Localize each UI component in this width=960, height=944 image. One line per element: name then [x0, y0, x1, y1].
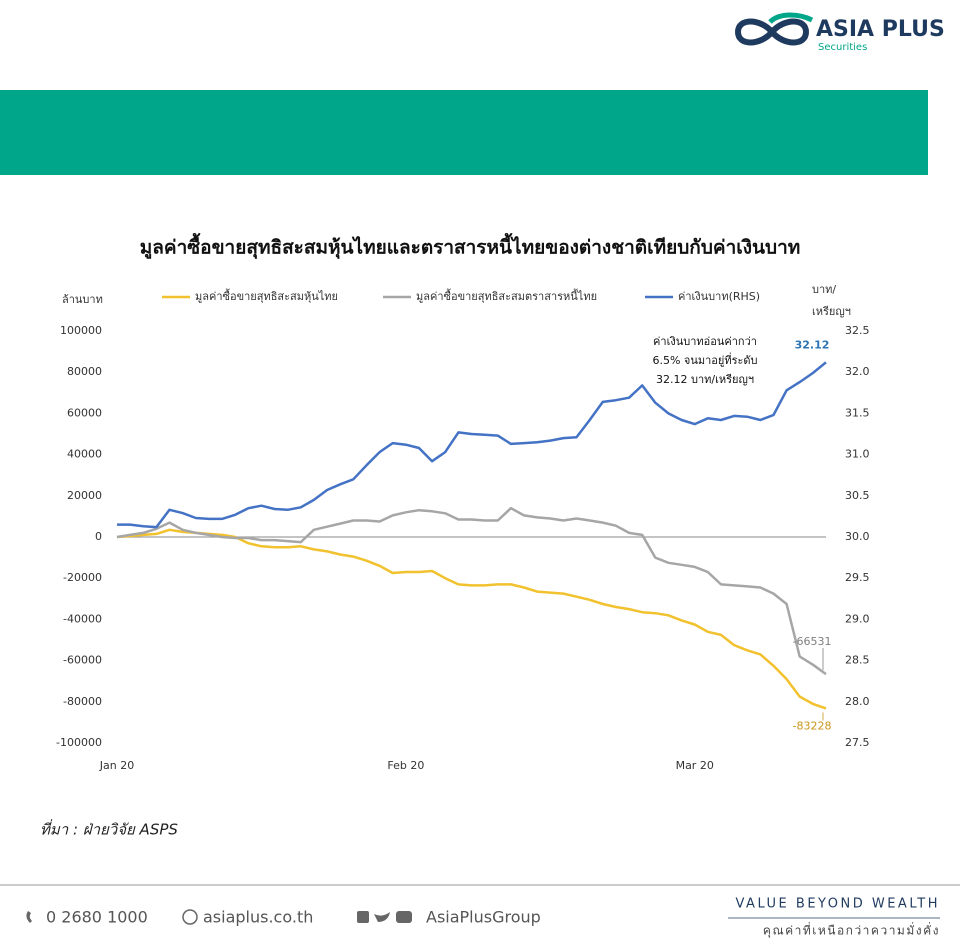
y-tick-label: -60000: [63, 654, 102, 667]
series-line: [116, 506, 827, 676]
y-tick-label: -40000: [63, 612, 102, 625]
y2-tick-label: 32.5: [845, 324, 870, 337]
y-axis-title: ล้านบาท: [62, 293, 103, 306]
annotation: ค่าเงินบาทอ่อนค่ากว่า: [653, 335, 757, 348]
chart-title: มูลค่าซื้อขายสุทธิสะสมหุ้นไทยและตราสารหน…: [140, 233, 801, 260]
logo-icon: [734, 18, 810, 46]
annotation: 32.12 บาท/เหรียญฯ: [656, 373, 754, 386]
y-tick-label: 40000: [67, 448, 102, 461]
logo-swoosh: [768, 12, 814, 24]
y2-tick-label: 29.5: [845, 571, 870, 584]
y2-tick-label: 29.0: [845, 612, 870, 625]
footer-phone: 0 2680 1000: [46, 908, 148, 927]
y2-tick-label: 30.0: [845, 530, 870, 543]
footer-website: asiaplus.co.th: [203, 908, 313, 927]
data-label: -83228: [793, 719, 832, 732]
globe-icon: [182, 909, 198, 925]
y2-tick-label: 30.5: [845, 489, 870, 502]
y-tick-label: 20000: [67, 489, 102, 502]
legend-label: ค่าเงินบาท(RHS): [678, 290, 760, 303]
y2-tick-label: 32.0: [845, 365, 870, 378]
y-tick-label: 100000: [60, 324, 102, 337]
footer-social: AsiaPlusGroup: [426, 908, 541, 927]
y2-tick-label: 31.0: [845, 448, 870, 461]
y-tick-label: 80000: [67, 365, 102, 378]
y2-tick-label: 31.5: [845, 406, 870, 419]
logo-subtext: Securities: [818, 42, 867, 53]
x-tick-label: Feb 20: [387, 759, 424, 772]
twitter-icon: [374, 912, 390, 922]
series-line: [117, 361, 827, 529]
y-tick-label: 60000: [67, 406, 102, 419]
y2-axis-title: เหรียญฯ: [812, 305, 851, 318]
y-tick-label: -100000: [56, 736, 102, 749]
y-tick-label: -20000: [63, 571, 102, 584]
y2-tick-label: 27.5: [845, 736, 870, 749]
chart: 100000 80000 60000 40000 20000 0 -20000 -40000 -…: [56, 288, 869, 772]
y2-tick-label: 28.5: [845, 654, 870, 667]
footer-slogan: VALUE BEYOND WEALTH: [735, 897, 940, 912]
annotation: 6.5% จนมาอยู่ที่ระดับ: [652, 352, 757, 367]
legend-label: มูลค่าซื้อขายสุทธิสะสมตราสารหนี้ไทย: [416, 288, 597, 303]
x-tick-label: Jan 20: [99, 759, 134, 772]
y2-axis-title: บาท/: [812, 283, 836, 296]
y2-tick-label: 28.0: [845, 695, 870, 708]
phone-icon: [26, 911, 32, 923]
y-tick-label: 0: [95, 530, 102, 543]
source: ที่มา : ฝ่ายวิจัย ASPS: [40, 819, 178, 839]
facebook-icon: [357, 911, 369, 923]
logo: ASIA PLUS Securities: [734, 12, 945, 53]
youtube-icon: [396, 911, 412, 923]
data-label: -66531: [793, 635, 832, 648]
data-label: 32.12: [795, 338, 830, 351]
header-band: [0, 90, 928, 175]
x-tick-label: Mar 20: [676, 759, 714, 772]
y-tick-label: -80000: [63, 695, 102, 708]
logo-text: ASIA PLUS: [816, 17, 945, 42]
footer-slogan-th: คุณค่าที่เหนือกว่าความมั่งคั่ง: [763, 922, 940, 939]
series-line: [116, 528, 827, 710]
legend-label: มูลค่าซื้อขายสุทธิสะสมหุ้นไทย: [195, 288, 338, 303]
